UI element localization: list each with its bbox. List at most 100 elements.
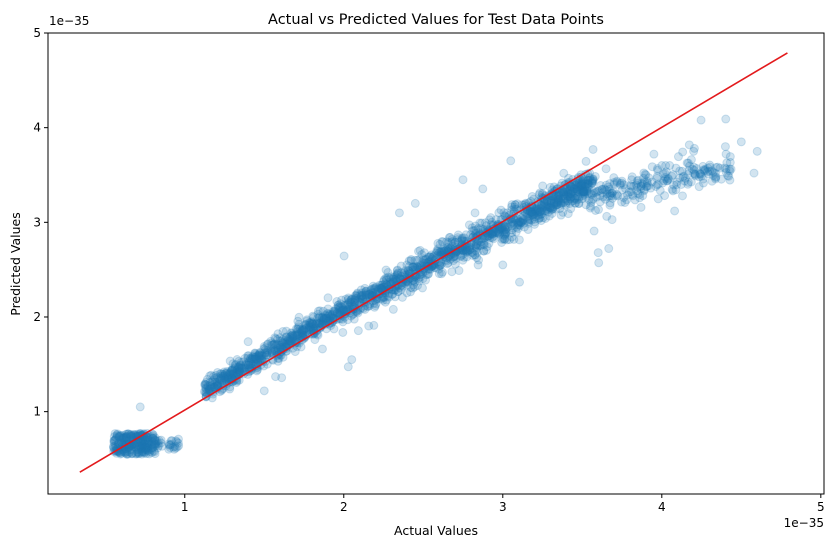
scatter-point — [288, 331, 298, 341]
scatter-point — [535, 207, 545, 217]
scatter-point — [404, 261, 414, 271]
scatter-point — [500, 231, 510, 241]
scatter-point — [705, 160, 715, 170]
scatter-point — [118, 430, 128, 440]
scatter-point — [216, 375, 226, 385]
scatter-point — [498, 225, 508, 235]
scatter-point — [140, 435, 150, 445]
scatter-point — [121, 433, 131, 443]
scatter-point — [283, 336, 293, 346]
scatter-point — [308, 311, 318, 321]
scatter-point — [507, 221, 517, 231]
scatter-point — [507, 217, 517, 227]
scatter-point — [326, 311, 336, 321]
scatter-point — [545, 203, 555, 213]
scatter-point — [126, 445, 136, 455]
scatter-point — [329, 307, 339, 317]
scatter-point — [436, 246, 446, 256]
scatter-point — [138, 444, 148, 454]
scatter-point — [332, 308, 342, 318]
scatter-point — [686, 155, 696, 165]
scatter-point — [393, 287, 403, 297]
scatter-point — [121, 447, 131, 457]
scatter-point — [266, 336, 276, 346]
scatter-point — [620, 198, 630, 207]
scatter-point — [651, 181, 661, 191]
scatter-point — [587, 195, 597, 205]
scatter-point — [715, 163, 725, 173]
scatter-point — [343, 362, 353, 372]
scatter-point — [472, 253, 482, 263]
scatter-point — [565, 185, 575, 195]
scatter-point — [326, 310, 336, 320]
scatter-point — [635, 193, 645, 203]
scatter-point — [572, 184, 582, 194]
scatter-point — [607, 193, 617, 203]
scatter-point — [642, 181, 652, 191]
scatter-point — [554, 196, 564, 206]
scatter-point — [483, 231, 493, 241]
scatter-point — [383, 291, 393, 301]
scatter-point — [301, 323, 311, 333]
scatter-point — [555, 204, 565, 214]
scatter-point — [238, 363, 248, 373]
scatter-point — [392, 273, 402, 283]
scatter-point — [487, 229, 497, 239]
scatter-point — [243, 353, 253, 363]
scatter-point — [273, 356, 283, 366]
scatter-point — [306, 320, 316, 330]
scatter-point — [381, 275, 391, 285]
scatter-point — [298, 325, 308, 335]
scatter-point — [716, 174, 726, 184]
scatter-point — [219, 376, 229, 386]
scatter-point — [469, 226, 479, 236]
scatter-point — [667, 171, 677, 181]
scatter-point — [583, 178, 593, 188]
scatter-point — [353, 326, 363, 336]
scatter-point — [528, 211, 538, 221]
scatter-point — [423, 269, 433, 279]
scatter-point — [530, 204, 540, 214]
scatter-point — [174, 441, 184, 451]
scatter-point — [517, 200, 527, 210]
scatter-point — [306, 322, 316, 332]
scatter-point — [133, 442, 143, 452]
scatter-point — [301, 320, 311, 330]
scatter-point — [123, 449, 133, 459]
scatter-point — [588, 174, 598, 184]
scatter-point — [568, 187, 578, 197]
scatter-point — [623, 190, 633, 200]
scatter-point — [112, 430, 122, 440]
scatter-point — [603, 182, 613, 192]
scatter-point — [349, 295, 359, 305]
scatter-point — [574, 178, 584, 188]
scatter-point — [110, 429, 120, 439]
scatter-point — [432, 246, 442, 256]
scatter-point — [500, 225, 510, 235]
scatter-point — [494, 226, 504, 236]
scatter-point — [317, 313, 327, 323]
scatter-point — [383, 268, 393, 278]
scatter-point — [549, 200, 559, 210]
scatter-point — [513, 220, 523, 230]
scatter-point — [286, 331, 296, 341]
scatter-point — [256, 350, 266, 360]
scatter-point — [368, 284, 378, 294]
scatter-point — [696, 169, 706, 179]
scatter-point — [438, 237, 448, 247]
scatter-point — [653, 194, 663, 204]
scatter-point — [142, 433, 152, 443]
scatter-point — [519, 222, 529, 232]
scatter-point — [569, 180, 579, 190]
scatter-point — [414, 255, 424, 265]
scatter-point — [409, 275, 419, 285]
scatter-point — [556, 196, 566, 206]
scatter-point — [480, 218, 490, 228]
scatter-point — [570, 184, 580, 194]
scatter-point — [499, 226, 509, 236]
scatter-point — [636, 202, 646, 212]
scatter-point — [328, 306, 338, 316]
scatter-point — [282, 339, 292, 349]
scatter-point — [690, 170, 700, 180]
